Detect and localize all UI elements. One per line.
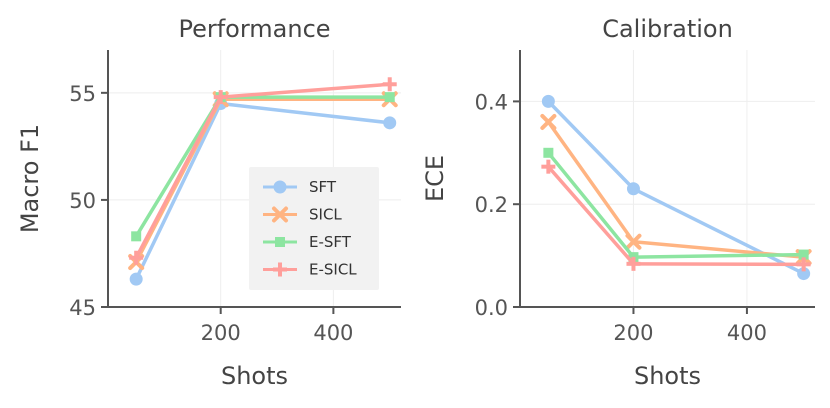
legend-label: SFT (309, 178, 337, 196)
data-point (626, 182, 640, 196)
y-tick-label: 0.4 (475, 90, 508, 114)
x-tick-label: 200 (201, 321, 241, 345)
y-tick-label: 0.2 (475, 193, 508, 217)
series-e-sicl (129, 77, 397, 265)
x-tick-label: 400 (727, 321, 767, 345)
data-point (129, 250, 144, 265)
legend: SFT SICL E-SFT E-SICL (249, 167, 379, 290)
legend-label: SICL (309, 206, 342, 224)
data-point (625, 233, 642, 250)
data-point (540, 113, 557, 130)
data-point (626, 256, 641, 271)
legend-box (249, 167, 379, 290)
data-point-b (540, 113, 557, 130)
legend-label: E-SFT (309, 233, 352, 251)
legend-item: SFT (263, 178, 337, 196)
x-axis-label: Shots (221, 362, 288, 390)
data-point-b (625, 233, 642, 250)
y-axis-label: Macro F1 (16, 124, 44, 233)
legend-marker (273, 180, 287, 194)
chart-title: Calibration (602, 15, 733, 43)
panel-2: 200 400 0.0 0.2 0.4 Calibration Shots ECE (421, 15, 815, 390)
legend-label: E-SICL (309, 261, 357, 279)
legend-item: SICL (263, 206, 342, 224)
x-axis-label: Shots (634, 362, 701, 390)
y-tick-label: 50 (69, 189, 96, 213)
legend-marker-b (272, 206, 288, 223)
data-point (796, 257, 811, 272)
data-point (131, 231, 142, 242)
series-line (547, 100, 805, 276)
series-line (547, 165, 804, 267)
data-point (541, 159, 556, 174)
legend-item: E-SICL (263, 261, 357, 279)
series-e-sicl (541, 159, 811, 272)
y-tick-label: 45 (69, 296, 96, 320)
y-tick-label: 55 (69, 82, 96, 106)
series-line (547, 151, 804, 259)
data-point (543, 147, 554, 158)
data-point (798, 249, 809, 260)
chart-title: Performance (178, 15, 330, 43)
data-point (384, 92, 395, 103)
legend-item: E-SFT (263, 233, 352, 251)
data-point (541, 94, 555, 108)
data-point (382, 77, 397, 92)
legend-marker (272, 206, 288, 223)
x-tick-label: 400 (313, 321, 353, 345)
data-point (383, 116, 397, 130)
y-tick-label: 0.0 (475, 296, 508, 320)
series-sft (541, 94, 811, 281)
data-point (213, 90, 228, 105)
x-tick-label: 200 (613, 321, 653, 345)
legend-marker (273, 262, 287, 277)
data-point (129, 272, 143, 286)
y-axis-label: ECE (421, 155, 449, 202)
legend-marker (275, 237, 285, 247)
